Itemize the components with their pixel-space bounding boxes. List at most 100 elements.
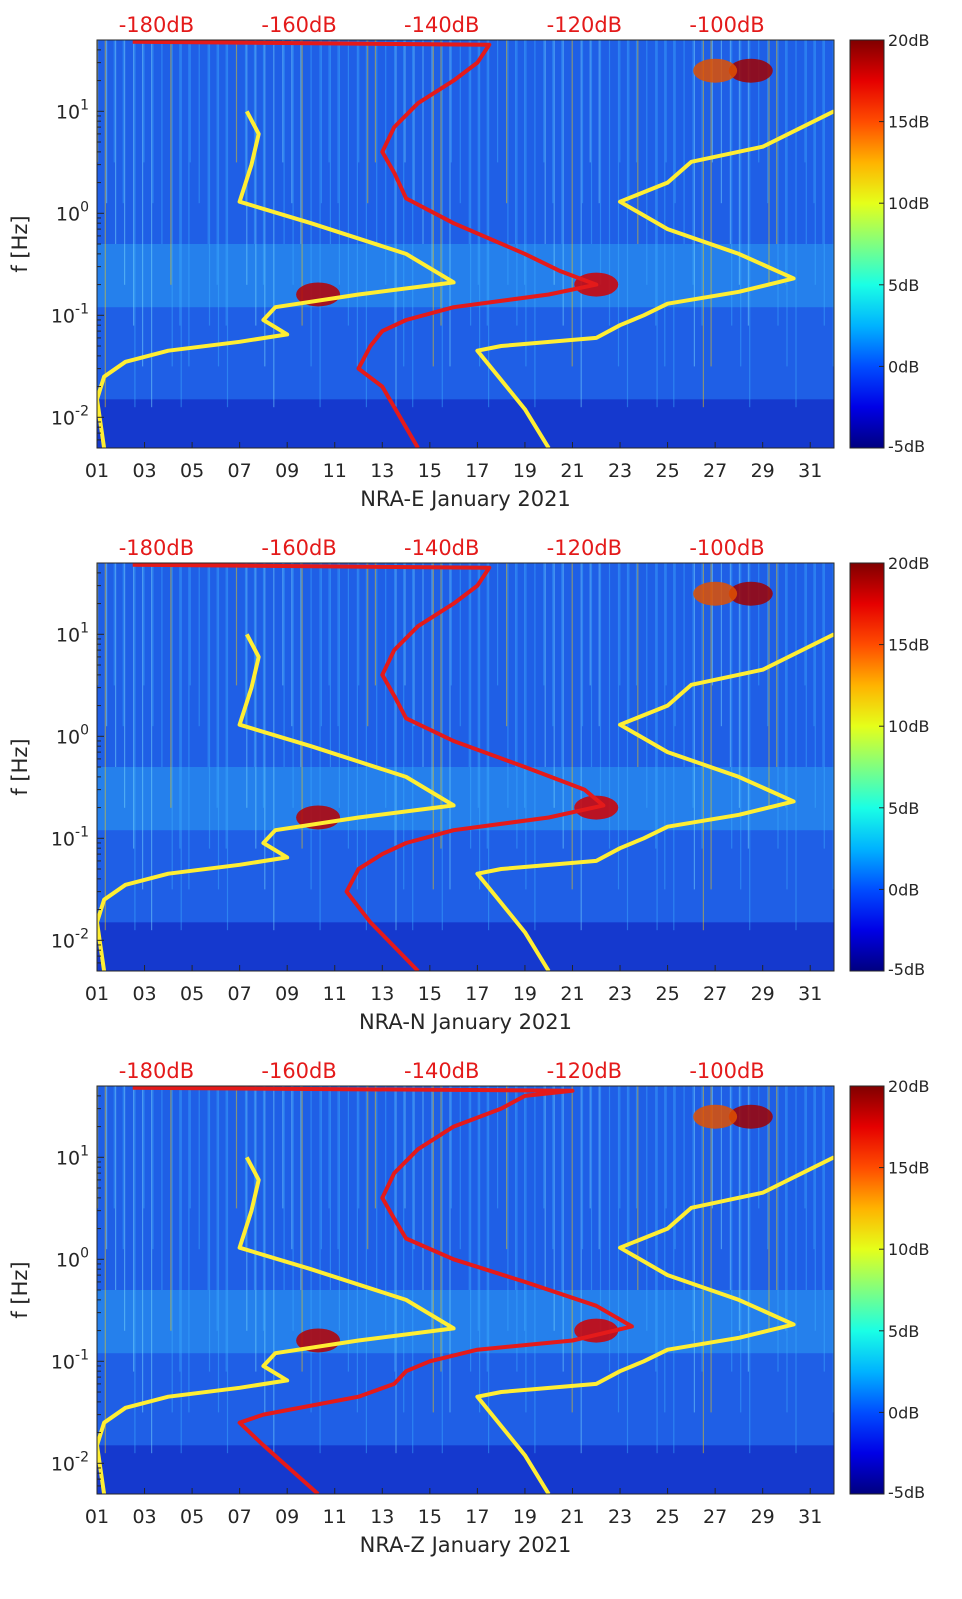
curve-red-nlnm — [132, 1086, 634, 1494]
x-tick-label: 03 — [132, 460, 156, 482]
signal-streak — [479, 40, 481, 367]
y-tick-label: 10-2 — [51, 403, 89, 429]
microseism-band — [97, 244, 834, 308]
signal-streak — [814, 40, 816, 285]
x-tick-label: 11 — [323, 983, 347, 1005]
signal-streak — [244, 1086, 247, 1250]
signal-streak — [468, 1086, 470, 1290]
signal-streak — [777, 40, 779, 326]
signal-streak — [477, 1086, 479, 1331]
signal-streak — [376, 40, 378, 244]
signal-streak — [133, 40, 135, 326]
signal-streak — [124, 563, 126, 808]
signal-streak — [823, 40, 825, 326]
x-tick-label: 21 — [560, 983, 584, 1005]
signal-streak — [470, 1086, 472, 1372]
signal-streak — [124, 1086, 126, 1331]
signal-streak — [562, 1086, 564, 1372]
signal-streak — [710, 563, 712, 890]
signal-streak — [376, 1086, 378, 1290]
signal-streak — [291, 563, 293, 727]
signal-streak — [171, 40, 173, 367]
signal-streak — [244, 40, 247, 204]
signal-streak — [301, 1086, 303, 1372]
signal-streak — [646, 1086, 648, 1331]
colorbar — [849, 562, 885, 972]
signal-streak — [544, 40, 546, 244]
signal-streak — [729, 563, 731, 767]
top-db-label: -160dB — [261, 1059, 336, 1083]
x-tick-label: 05 — [180, 1506, 204, 1528]
signal-streak — [617, 40, 620, 367]
signal-streak — [143, 563, 145, 686]
signal-streak — [225, 40, 227, 326]
signal-streak — [710, 1086, 712, 1413]
signal-streak — [450, 1086, 452, 1209]
signal-streak — [161, 40, 163, 244]
signal-streak — [255, 563, 257, 849]
signal-streak — [768, 563, 770, 808]
signal-streak — [198, 40, 200, 204]
signal-streak — [449, 563, 451, 890]
signal-streak — [738, 40, 740, 285]
signal-streak — [300, 1086, 302, 1290]
signal-streak — [758, 40, 760, 163]
signal-streak — [329, 40, 331, 244]
signal-streak — [674, 563, 676, 727]
top-db-label: -140dB — [404, 13, 479, 37]
signal-streak — [497, 1086, 499, 1209]
signal-streak — [403, 40, 405, 367]
low-frequency-band — [97, 399, 834, 448]
curve-red-nlnm — [132, 40, 599, 448]
energy-hotspot — [728, 581, 773, 606]
y-tick-label: 10-2 — [51, 1449, 89, 1475]
signal-streak — [543, 1086, 545, 1209]
signal-streak — [170, 1086, 172, 1331]
signal-streak — [320, 563, 322, 727]
signal-streak — [525, 40, 527, 367]
signal-streak — [395, 40, 397, 408]
signal-streak — [619, 40, 621, 163]
signal-streak — [226, 1086, 229, 1454]
signal-streak — [113, 563, 115, 686]
signal-streak — [367, 1086, 369, 1250]
signal-streak — [823, 1086, 825, 1372]
signal-streak — [507, 563, 509, 808]
signal-streak — [507, 40, 509, 285]
signal-streak — [552, 563, 554, 727]
signal-streak — [310, 1086, 312, 1413]
signal-streak — [693, 563, 695, 890]
x-tick-label: 09 — [275, 983, 299, 1005]
signal-streak — [432, 563, 434, 890]
signal-streak — [395, 1086, 397, 1454]
signal-streak — [283, 1086, 285, 1290]
signal-streak — [235, 563, 238, 686]
signal-streak — [479, 563, 481, 890]
signal-streak — [486, 563, 488, 849]
signal-streak — [729, 1086, 731, 1290]
signal-streak — [468, 563, 470, 767]
signal-streak — [367, 563, 369, 727]
signal-streak — [246, 1086, 248, 1331]
signal-streak — [637, 563, 639, 767]
signal-streak — [273, 563, 275, 931]
top-db-label: -100dB — [689, 13, 764, 37]
signal-streak — [404, 563, 406, 686]
signal-streak — [617, 1086, 620, 1413]
signal-streak — [422, 563, 424, 767]
signal-streak — [553, 40, 555, 285]
signal-streak — [122, 40, 124, 204]
signal-streak — [246, 563, 248, 808]
top-db-label: -120dB — [547, 13, 622, 37]
curve-yellow-left — [97, 633, 456, 971]
signal-streak — [338, 563, 340, 808]
signal-streak — [151, 563, 153, 931]
x-tick-label: 29 — [751, 460, 775, 482]
signal-streak — [358, 40, 360, 163]
signal-streak — [740, 40, 742, 367]
signal-streak — [470, 563, 472, 849]
signal-streak — [619, 1086, 621, 1209]
signal-streak — [337, 563, 339, 727]
top-db-label: -140dB — [404, 1059, 479, 1083]
signal-streak — [571, 563, 573, 890]
